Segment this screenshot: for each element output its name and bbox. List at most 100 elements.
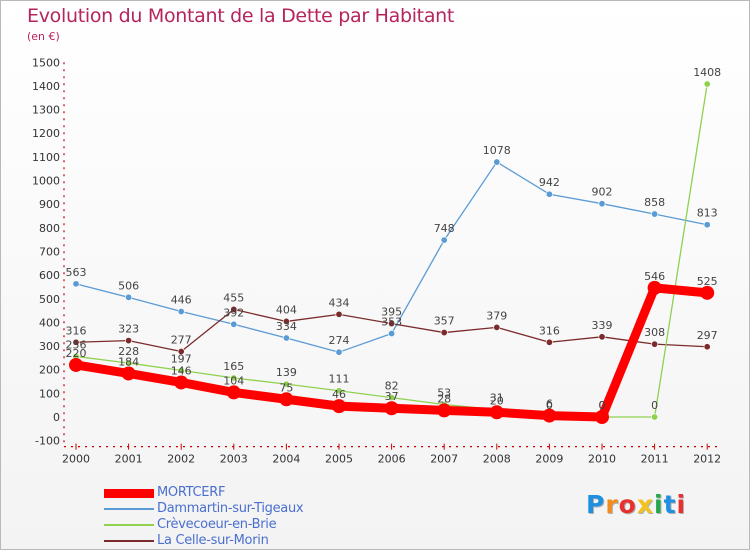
data-label: 858 (644, 196, 665, 209)
data-point (651, 340, 659, 348)
data-point (703, 80, 711, 88)
x-tick-label: 2000 (62, 453, 90, 466)
x-tick-label: 2001 (115, 453, 143, 466)
data-label: 228 (118, 345, 139, 358)
data-label: 256 (66, 338, 87, 351)
y-tick-label: 700 (39, 245, 60, 258)
data-label: 37 (385, 390, 399, 403)
data-point (595, 410, 609, 424)
x-tick-label: 2012 (693, 453, 721, 466)
data-label: 455 (223, 291, 244, 304)
data-label: 274 (329, 334, 350, 347)
data-point (230, 374, 238, 382)
data-label: 6 (546, 398, 553, 411)
data-point (440, 236, 448, 244)
data-label: 392 (223, 306, 244, 319)
data-label: 353 (381, 316, 402, 329)
data-label: 334 (276, 320, 297, 333)
data-label: 197 (171, 352, 192, 365)
data-point (72, 280, 80, 288)
logo-letter: o (618, 490, 637, 519)
data-point (177, 308, 185, 316)
data-point (282, 317, 290, 325)
data-label: 0 (651, 399, 658, 412)
legend-label: La Celle-sur-Morin (157, 533, 269, 548)
y-tick-label: 300 (39, 340, 60, 353)
proxiti-logo: Proxiti (586, 490, 686, 519)
data-point (332, 399, 346, 414)
legend: MORTCERF Dammartin-sur-Tigeaux Crèvecoeur-… (104, 485, 304, 549)
data-label: 20 (490, 394, 504, 407)
x-tick-label: 2005 (325, 453, 353, 466)
data-point (651, 413, 659, 421)
data-label: 0 (546, 399, 553, 412)
y-tick-label: 1200 (32, 127, 60, 140)
data-point (177, 366, 185, 374)
series-layer (69, 80, 715, 424)
data-label: 813 (697, 207, 718, 220)
data-point (493, 323, 501, 331)
y-tick-label: 1100 (32, 151, 60, 164)
legend-swatch (104, 540, 154, 542)
data-point (388, 330, 396, 338)
logo-letter: t (663, 490, 677, 519)
data-label: 404 (276, 303, 297, 316)
x-tick-label: 2007 (430, 453, 458, 466)
x-tick-label: 2009 (535, 453, 563, 466)
data-point (174, 375, 189, 390)
data-label: 563 (66, 266, 87, 279)
data-label: 339 (592, 319, 613, 332)
legend-item: MORTCERF (104, 485, 303, 501)
data-label: 53 (437, 386, 451, 399)
y-tick-label: 600 (39, 269, 60, 282)
data-label: 297 (697, 329, 718, 342)
data-label: 308 (644, 326, 665, 339)
x-tick-label: 2003 (220, 453, 248, 466)
data-point (545, 338, 553, 346)
data-label: 323 (118, 323, 139, 336)
data-label: 111 (329, 373, 350, 386)
data-label: 525 (697, 275, 718, 288)
logo-letter: r (605, 490, 619, 519)
data-point (493, 158, 501, 166)
data-point (598, 200, 606, 208)
data-label: 446 (171, 294, 192, 307)
y-tick-label: 1400 (32, 80, 60, 93)
data-point (125, 359, 133, 367)
axes: -100010020030040050060070080090010001100… (32, 56, 721, 465)
data-point (282, 380, 290, 388)
chart-title: Evolution du Montant de la Dette par Hab… (27, 5, 455, 27)
y-tick-label: 1300 (32, 104, 60, 117)
data-label: 184 (118, 355, 139, 368)
data-label: 316 (539, 324, 560, 337)
data-label: 139 (276, 366, 297, 379)
data-label: 104 (223, 374, 244, 387)
data-label: 748 (434, 222, 455, 235)
data-point (437, 403, 452, 418)
logo-letter: i (676, 490, 687, 519)
data-label: 546 (644, 270, 665, 283)
y-tick-label: 100 (39, 387, 60, 400)
data-label: 1408 (693, 66, 721, 79)
y-tick-label: 900 (39, 198, 60, 211)
data-point (69, 357, 83, 372)
y-tick-label: 200 (39, 364, 60, 377)
data-point (384, 401, 399, 416)
x-tick-label: 2006 (378, 453, 406, 466)
legend-swatch (104, 488, 154, 498)
data-point (230, 305, 238, 313)
y-tick-label: 500 (39, 293, 60, 306)
data-point (226, 385, 241, 400)
data-point (440, 329, 448, 337)
data-label: 942 (539, 176, 560, 189)
data-label: 31 (490, 392, 504, 405)
data-label: 0 (599, 399, 606, 412)
y-tick-label: 1500 (32, 56, 60, 69)
legend-swatch (104, 524, 154, 526)
y-tick-label: 400 (39, 316, 60, 329)
data-label: 902 (592, 186, 613, 199)
data-label: 434 (329, 296, 350, 309)
x-tick-label: 2002 (167, 453, 195, 466)
